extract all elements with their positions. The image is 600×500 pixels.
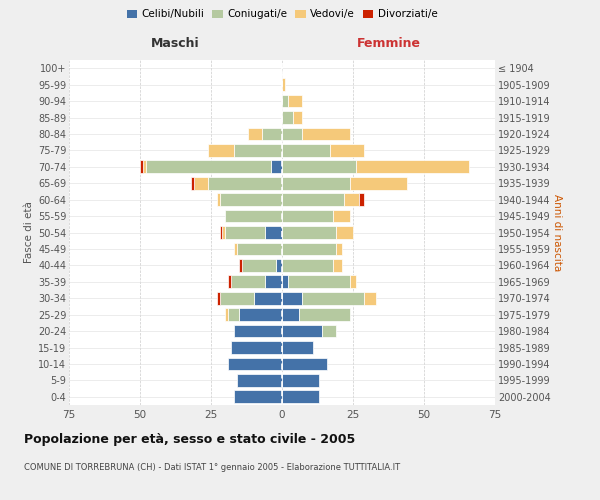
Bar <box>217 292 220 304</box>
Bar <box>350 276 356 288</box>
Bar <box>282 259 333 272</box>
Bar <box>282 358 328 370</box>
Legend: Celibi/Nubili, Coniugati/e, Vedovi/e, Divorziati/e: Celibi/Nubili, Coniugati/e, Vedovi/e, Di… <box>122 5 442 24</box>
Bar <box>287 94 302 108</box>
Bar <box>282 242 336 256</box>
Bar <box>293 111 302 124</box>
Bar <box>146 160 271 173</box>
Bar <box>228 276 231 288</box>
Bar <box>234 390 282 403</box>
Bar <box>322 324 336 338</box>
Bar <box>223 226 225 239</box>
Bar <box>220 292 254 304</box>
Bar <box>282 226 336 239</box>
Bar <box>333 210 350 222</box>
Bar <box>225 226 265 239</box>
Bar <box>333 259 341 272</box>
Bar <box>239 308 282 321</box>
Bar <box>282 160 356 173</box>
Bar <box>282 292 302 304</box>
Bar <box>194 177 208 190</box>
Bar <box>262 128 282 140</box>
Bar <box>236 242 282 256</box>
Bar <box>359 193 364 206</box>
Bar <box>242 259 277 272</box>
Y-axis label: Fasce di età: Fasce di età <box>23 202 34 264</box>
Y-axis label: Anni di nascita: Anni di nascita <box>552 194 562 271</box>
Bar <box>350 177 407 190</box>
Bar <box>282 193 344 206</box>
Bar <box>225 210 282 222</box>
Bar <box>282 177 350 190</box>
Bar <box>287 276 350 288</box>
Bar <box>143 160 146 173</box>
Bar <box>282 111 293 124</box>
Bar <box>231 341 282 354</box>
Bar <box>302 292 364 304</box>
Bar <box>299 308 350 321</box>
Bar <box>208 177 282 190</box>
Bar <box>234 242 236 256</box>
Bar <box>234 144 282 157</box>
Bar <box>191 177 194 190</box>
Bar <box>356 160 469 173</box>
Text: Femmine: Femmine <box>356 37 421 50</box>
Bar <box>217 193 220 206</box>
Bar <box>282 308 299 321</box>
Bar <box>282 341 313 354</box>
Bar <box>282 128 302 140</box>
Bar <box>239 259 242 272</box>
Text: Popolazione per età, sesso e stato civile - 2005: Popolazione per età, sesso e stato civil… <box>24 432 355 446</box>
Bar <box>336 226 353 239</box>
Bar <box>254 292 282 304</box>
Bar <box>228 358 282 370</box>
Bar <box>236 374 282 387</box>
Bar <box>265 276 282 288</box>
Bar <box>364 292 376 304</box>
Bar <box>282 94 287 108</box>
Bar <box>330 144 364 157</box>
Bar <box>231 276 265 288</box>
Bar <box>220 193 282 206</box>
Bar <box>140 160 143 173</box>
Bar <box>282 390 319 403</box>
Bar <box>208 144 234 157</box>
Bar <box>282 144 330 157</box>
Bar <box>271 160 282 173</box>
Bar <box>344 193 359 206</box>
Text: COMUNE DI TORREBRUNA (CH) - Dati ISTAT 1° gennaio 2005 - Elaborazione TUTTITALIA: COMUNE DI TORREBRUNA (CH) - Dati ISTAT 1… <box>24 462 400 471</box>
Bar <box>336 242 341 256</box>
Bar <box>277 259 282 272</box>
Bar <box>225 308 228 321</box>
Bar <box>248 128 262 140</box>
Bar <box>282 78 285 91</box>
Bar <box>302 128 350 140</box>
Bar <box>282 374 319 387</box>
Bar <box>220 226 223 239</box>
Bar <box>282 324 322 338</box>
Bar <box>234 324 282 338</box>
Text: Maschi: Maschi <box>151 37 200 50</box>
Bar <box>265 226 282 239</box>
Bar <box>282 210 333 222</box>
Bar <box>282 276 287 288</box>
Bar <box>228 308 239 321</box>
